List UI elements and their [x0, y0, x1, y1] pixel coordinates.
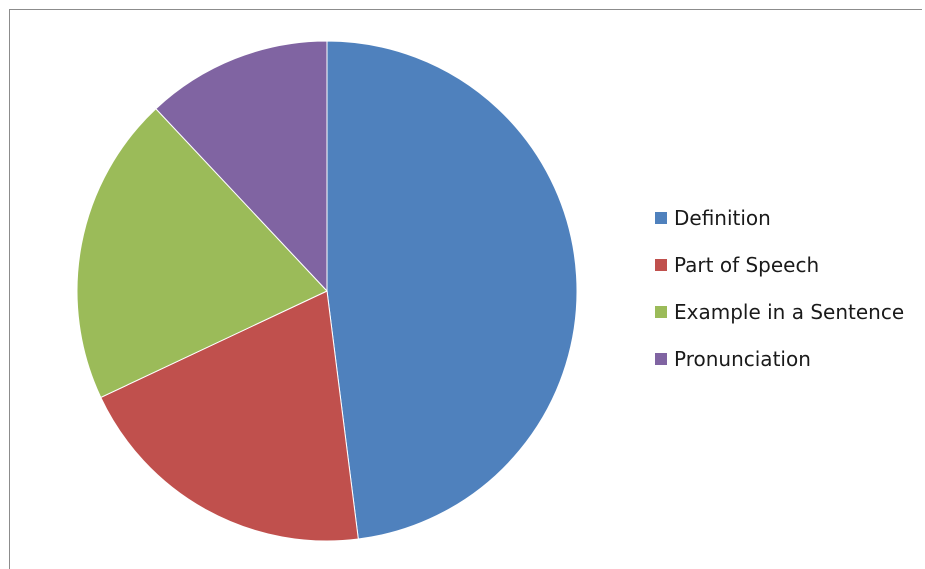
legend-item-pronunciation: Pronunciation [655, 347, 811, 371]
legend-swatch-example-in-a-sentence [655, 306, 667, 318]
legend-item-definition: Definition [655, 206, 771, 230]
legend-label-pronunciation: Pronunciation [674, 347, 811, 371]
legend-label-definition: Definition [674, 206, 771, 230]
legend: Definition Part of Speech Example in a Sen… [655, 206, 904, 371]
legend-item-part-of-speech: Part of Speech [655, 253, 819, 277]
legend-swatch-pronunciation [655, 353, 667, 365]
legend-swatch-definition [655, 212, 667, 224]
pie-slice-definition [326, 40, 578, 540]
pie-slice-part-of-speech [100, 290, 359, 542]
legend-label-example-in-a-sentence: Example in a Sentence [674, 300, 904, 324]
pie-slice-example-in-a-sentence [76, 108, 328, 399]
pie-slice-pronunciation [155, 40, 328, 293]
chart-frame [9, 9, 922, 569]
legend-swatch-part-of-speech [655, 259, 667, 271]
legend-label-part-of-speech: Part of Speech [674, 253, 819, 277]
pie-slices [76, 40, 578, 542]
legend-item-example-in-a-sentence: Example in a Sentence [655, 300, 904, 324]
